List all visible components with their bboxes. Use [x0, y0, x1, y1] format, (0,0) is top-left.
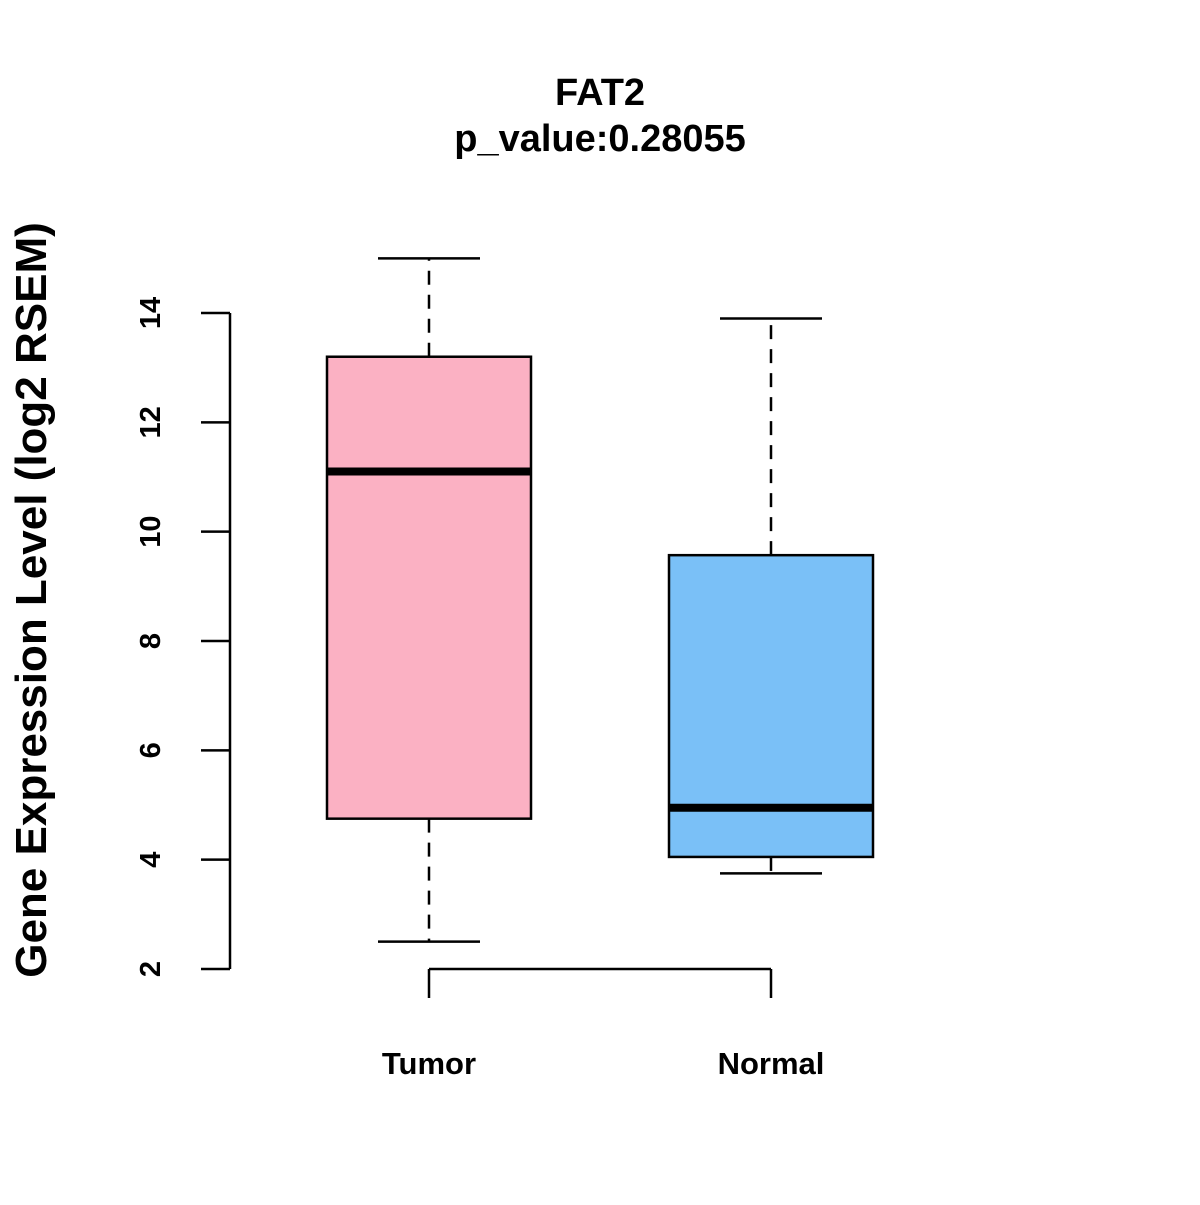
x-tick-label: Tumor	[382, 1046, 476, 1081]
box-tumor	[325, 257, 533, 943]
x-tick-label: Normal	[718, 1046, 825, 1081]
y-tick-label: 10	[135, 516, 167, 548]
y-tick-label: 6	[135, 742, 167, 758]
y-tick-label: 12	[135, 406, 167, 438]
y-tick-label: 4	[135, 852, 167, 868]
chart-title: FAT2	[555, 72, 645, 114]
x-axis: Tumor Normal	[382, 967, 825, 1081]
y-tick-label: 2	[135, 961, 167, 977]
y-axis: 2 4 6 8 10 12 14	[135, 297, 232, 977]
box-normal	[667, 317, 875, 875]
chart-subtitle: p_value:0.28055	[454, 118, 746, 160]
y-tick-label: 8	[135, 633, 167, 649]
box-group	[325, 257, 875, 943]
y-axis-label: Gene Expression Level (log2 RSEM)	[7, 222, 56, 978]
box-iqr	[325, 355, 533, 820]
y-tick-label: 14	[135, 297, 167, 329]
